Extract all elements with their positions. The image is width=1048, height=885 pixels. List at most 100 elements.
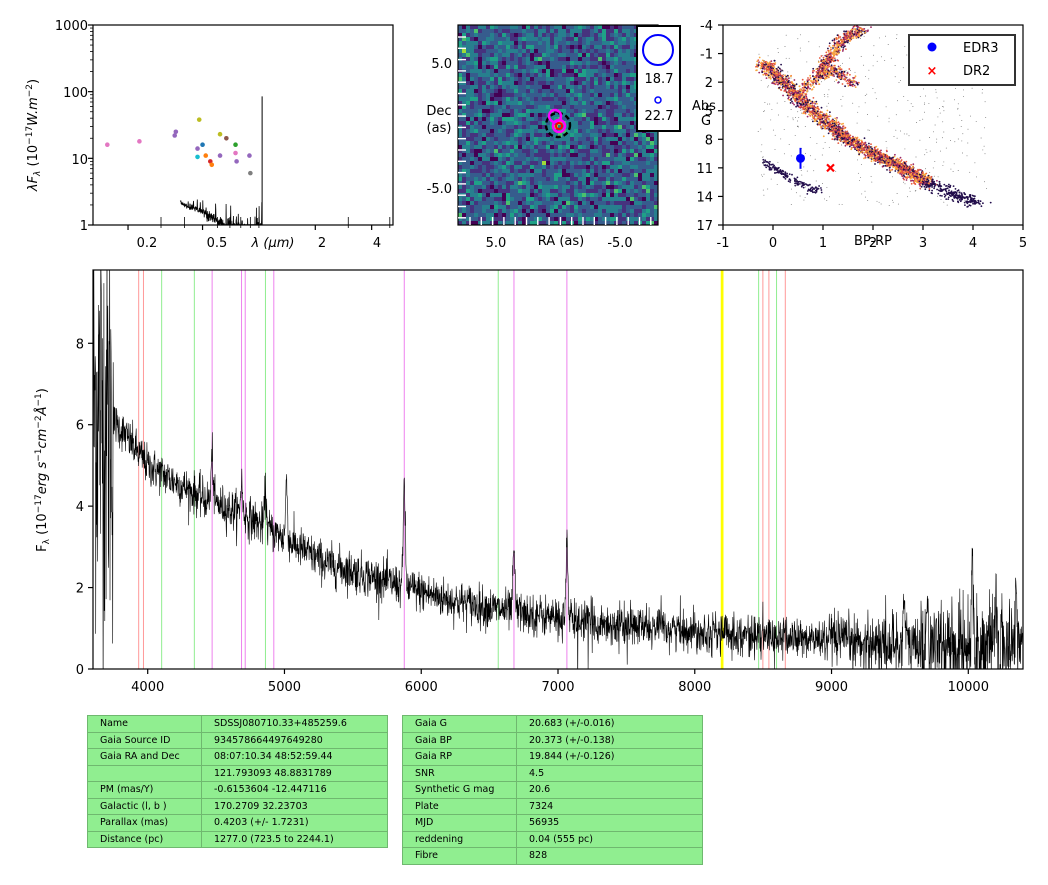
pixel [470, 85, 475, 90]
pixel [458, 117, 463, 122]
hr-star [782, 85, 785, 88]
pixel [530, 173, 535, 178]
pixel [558, 25, 563, 30]
pixel [558, 81, 563, 86]
pixel [542, 193, 547, 198]
hr-star [808, 113, 810, 116]
hr-star [805, 95, 808, 98]
pixel [566, 145, 571, 150]
pixel [554, 133, 559, 138]
hr-star [922, 176, 925, 178]
pixel [558, 85, 563, 90]
pixel [574, 125, 579, 130]
pixel [622, 101, 627, 106]
pixel [582, 189, 587, 194]
hr-star [835, 136, 838, 138]
pixel [610, 129, 615, 134]
hr-star [851, 137, 853, 140]
pixel [510, 149, 515, 154]
pixel [498, 41, 503, 46]
pixel [522, 109, 527, 114]
sed-xtick-label: 0.5 [207, 236, 228, 251]
hr-star [876, 148, 879, 151]
pixel [526, 201, 531, 206]
hr-star [808, 110, 811, 112]
pixel [550, 141, 555, 146]
pixel [646, 157, 651, 162]
pixel [566, 69, 571, 74]
hr-star [817, 107, 819, 110]
pixel [630, 37, 635, 42]
pixel [546, 73, 551, 78]
pixel [650, 157, 655, 162]
pixel [538, 221, 543, 225]
pixel [562, 109, 567, 114]
pixel [618, 89, 623, 94]
pixel [458, 81, 463, 86]
pixel [498, 121, 503, 126]
pixel [514, 149, 519, 154]
pixel [518, 109, 523, 114]
pixel [590, 181, 595, 186]
pixel [650, 137, 655, 142]
pixel [586, 33, 591, 38]
pixel [586, 113, 591, 118]
pixel [534, 77, 539, 82]
pixel [494, 189, 499, 194]
pixel [458, 45, 463, 50]
pixel [510, 189, 515, 194]
pixel [474, 81, 479, 86]
pixel [530, 205, 535, 210]
pixel [622, 165, 627, 170]
pixel [618, 25, 623, 30]
pixel [478, 153, 483, 158]
pixel [526, 137, 531, 142]
pixel [470, 141, 475, 146]
pixel [522, 213, 527, 218]
hr-star [789, 83, 791, 86]
pixel [522, 137, 527, 142]
pixel [558, 157, 563, 162]
pixel [606, 117, 611, 122]
pixel [562, 57, 567, 62]
pixel [502, 69, 507, 74]
pixel [538, 89, 543, 94]
pixel [458, 61, 463, 66]
hr-star [833, 120, 836, 123]
pixel [602, 121, 607, 126]
hr-star [806, 115, 809, 118]
pixel [570, 93, 575, 98]
sed-point [247, 153, 252, 158]
pixel [566, 121, 571, 126]
pixel [534, 89, 539, 94]
pixel [514, 77, 519, 82]
pixel [586, 65, 591, 70]
pixel [506, 221, 511, 225]
pixel [518, 161, 523, 166]
pixel [482, 77, 487, 82]
pixel [462, 97, 467, 102]
pixel [618, 53, 623, 58]
pixel [494, 113, 499, 118]
pixel [458, 129, 463, 134]
pixel [498, 69, 503, 74]
hr-star [894, 170, 897, 172]
pixel [638, 201, 643, 206]
pixel [606, 177, 611, 182]
pixel [514, 37, 519, 42]
hr-star [779, 78, 781, 80]
pixel [506, 109, 511, 114]
pixel [470, 45, 475, 50]
pixel [482, 181, 487, 186]
pixel [458, 217, 463, 222]
pixel [506, 133, 511, 138]
pixel [578, 45, 583, 50]
sed-ytick-label: 1000 [55, 19, 88, 34]
pixel [490, 53, 495, 58]
pixel [602, 113, 607, 118]
pixel [470, 25, 475, 30]
pixel [482, 145, 487, 150]
pixel [594, 137, 599, 142]
pixel [606, 105, 611, 110]
